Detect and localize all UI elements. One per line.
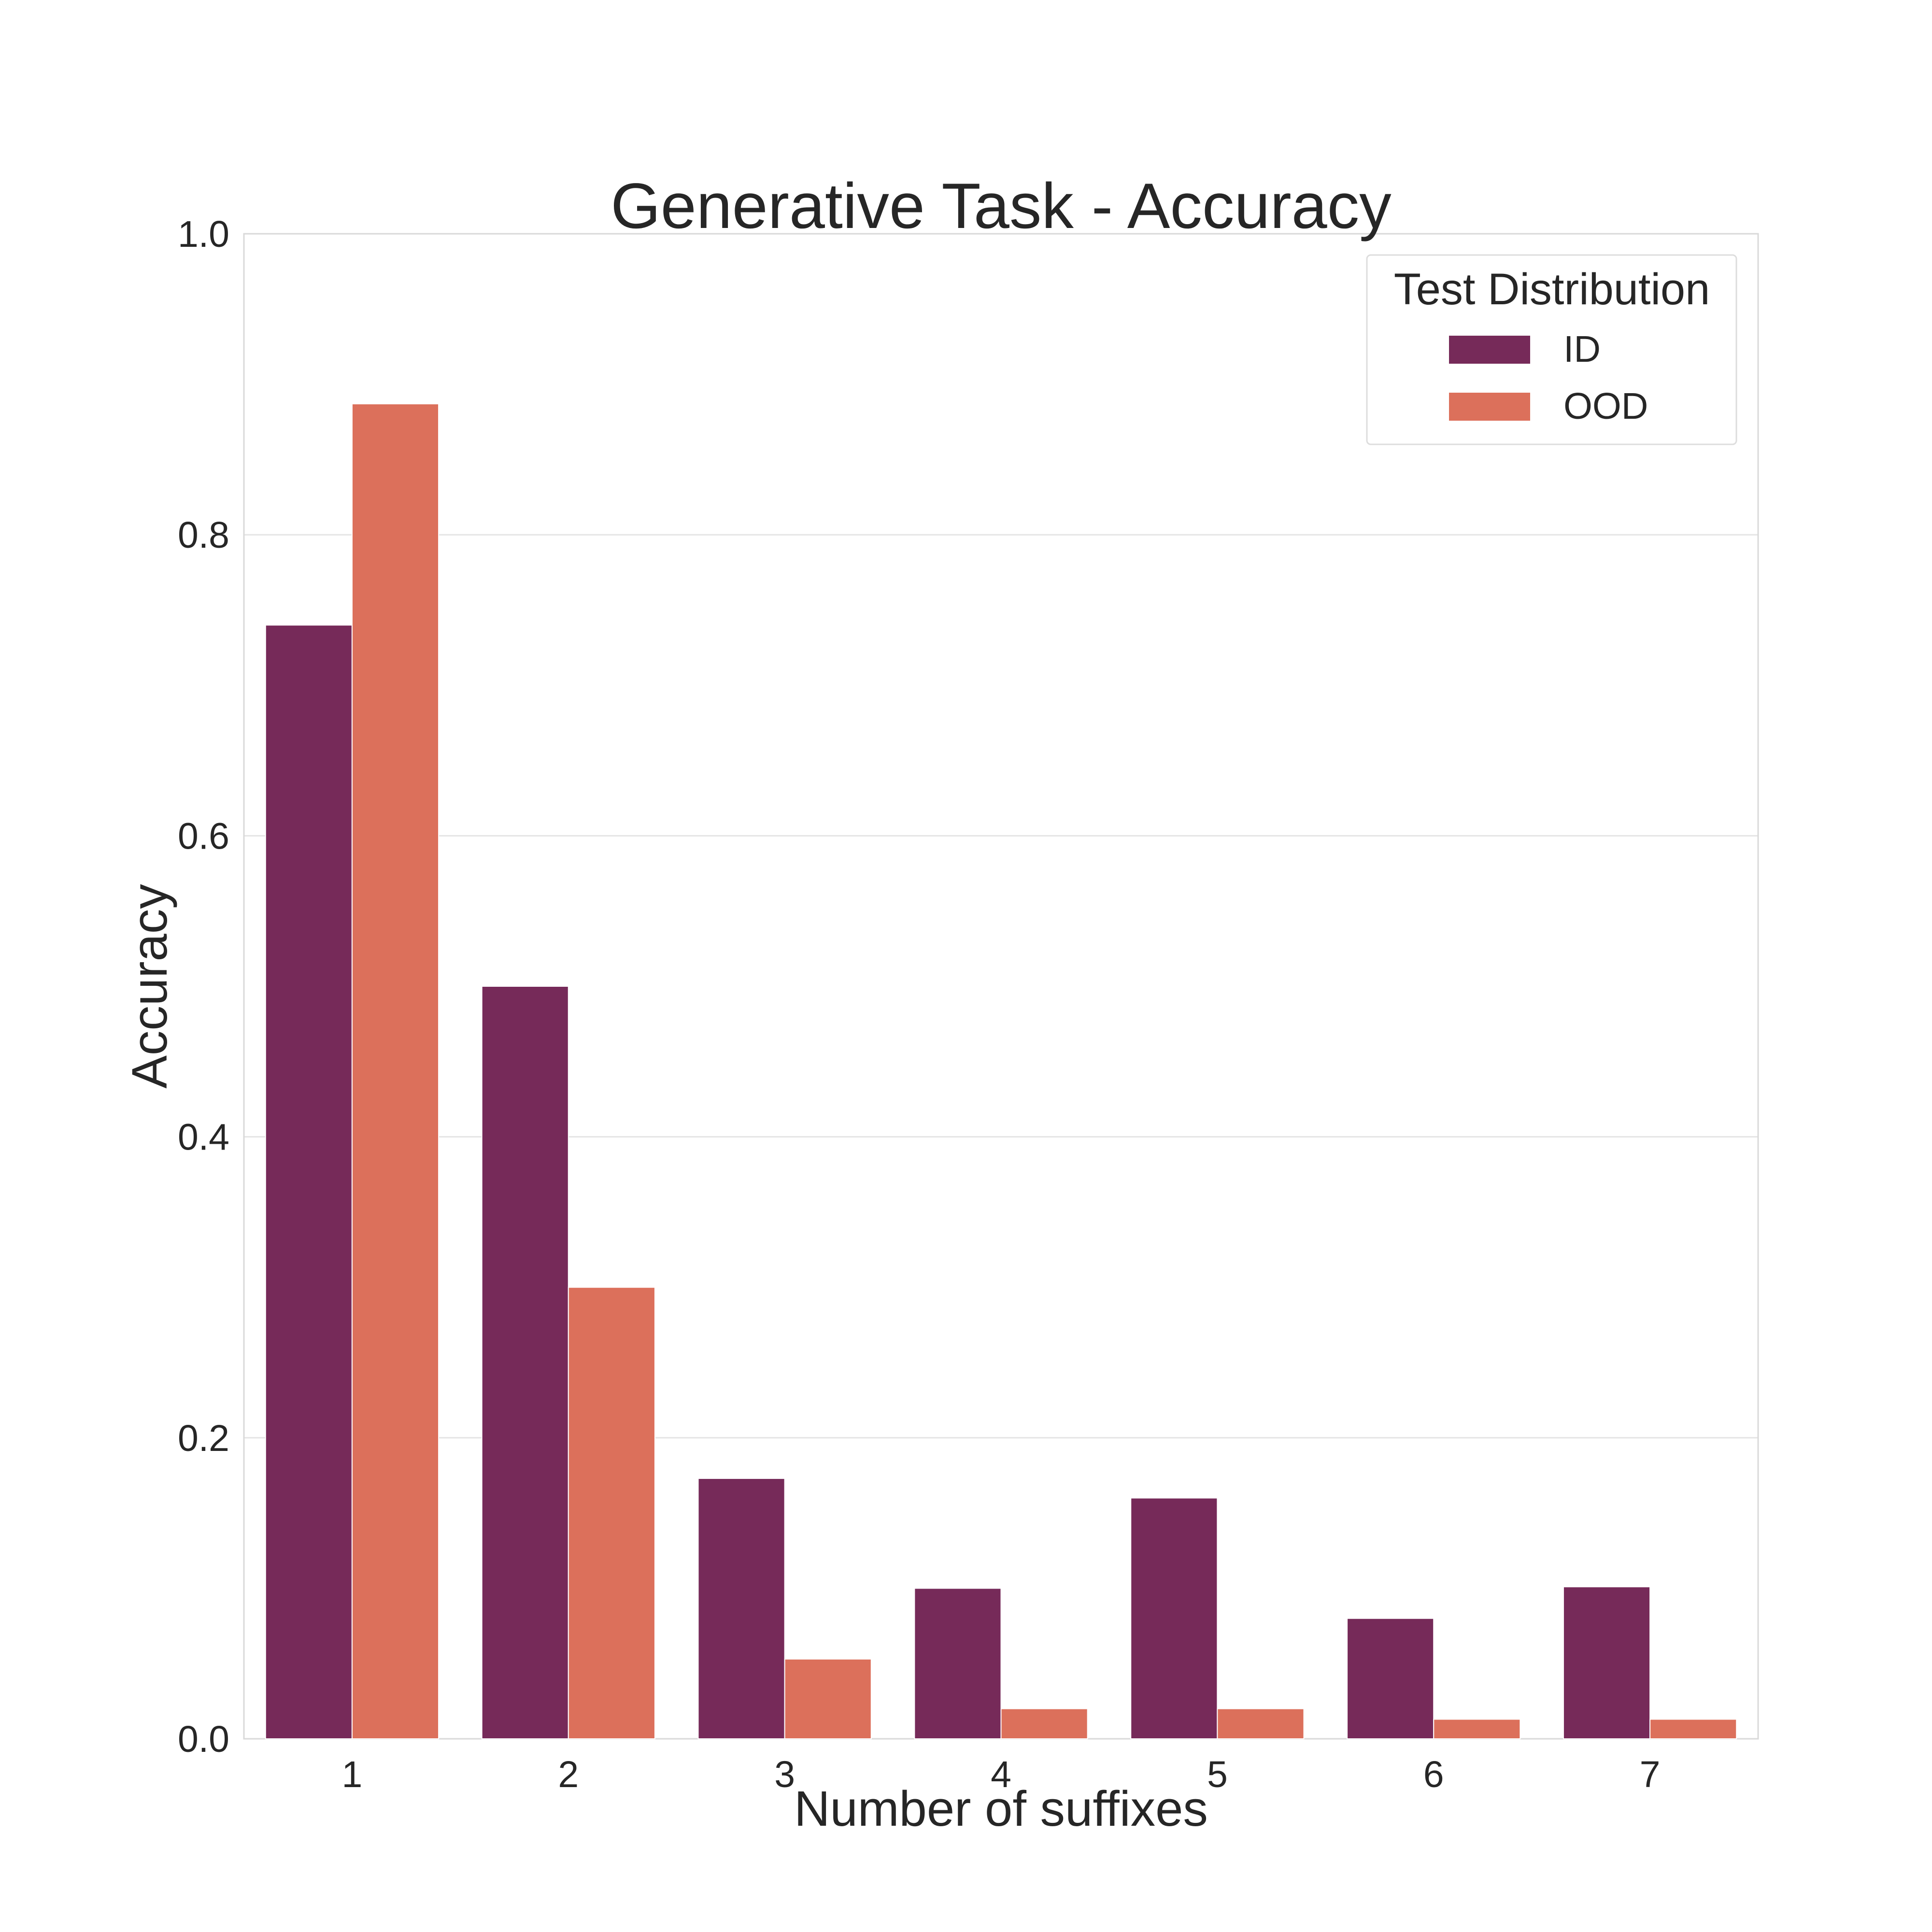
- bar-ood-4: [1000, 1708, 1088, 1739]
- gridlines: [244, 233, 1758, 1740]
- y-tick-label: 0.8: [178, 514, 229, 556]
- bar-id-2: [481, 986, 569, 1739]
- axes-frame: [243, 233, 1759, 1740]
- legend-swatch-id: [1449, 336, 1530, 364]
- x-tick-labels: 1 2 3 4 5 6 7: [342, 1754, 1661, 1795]
- bar-ood-3: [784, 1658, 872, 1740]
- legend-swatch-ood: [1449, 393, 1530, 421]
- x-tick-label: 4: [991, 1754, 1011, 1795]
- y-tick-label: 0.4: [178, 1117, 229, 1158]
- bar-id-4: [914, 1588, 1002, 1739]
- y-axis-label: Accuracy: [122, 884, 177, 1089]
- bar-ood-1: [351, 403, 440, 1740]
- bars: [265, 403, 1737, 1740]
- y-tick-label: 1.0: [178, 213, 229, 255]
- bar-id-1: [265, 625, 353, 1740]
- bar-id-3: [697, 1477, 785, 1739]
- x-tick-label: 1: [342, 1754, 363, 1795]
- x-tick-label: 5: [1207, 1754, 1228, 1795]
- bar-id-7: [1563, 1586, 1651, 1739]
- bar-id-6: [1347, 1618, 1435, 1739]
- bar-ood-5: [1217, 1708, 1305, 1739]
- x-tick-label: 3: [774, 1754, 795, 1795]
- bar-ood-6: [1433, 1719, 1521, 1739]
- legend-title: Test Distribution: [1394, 265, 1710, 314]
- legend-label-id: ID: [1563, 328, 1601, 370]
- legend: Test Distribution ID OOD: [1366, 254, 1737, 445]
- bar-id-5: [1130, 1497, 1218, 1739]
- y-tick-labels: 0.0 0.2 0.4 0.6 0.8 1.0: [178, 213, 229, 1760]
- x-axis-label: Number of suffixes: [794, 1781, 1208, 1836]
- x-tick-label: 7: [1640, 1754, 1661, 1795]
- x-tick-label: 6: [1423, 1754, 1444, 1795]
- bar-ood-7: [1649, 1719, 1737, 1739]
- y-tick-label: 0.6: [178, 815, 229, 857]
- y-tick-label: 0.2: [178, 1418, 229, 1459]
- bar-ood-2: [568, 1287, 655, 1739]
- y-tick-label: 0.0: [178, 1719, 229, 1760]
- x-tick-label: 2: [558, 1754, 579, 1795]
- legend-label-ood: OOD: [1563, 385, 1648, 427]
- chart-title: Generative Task - Accuracy: [611, 170, 1392, 242]
